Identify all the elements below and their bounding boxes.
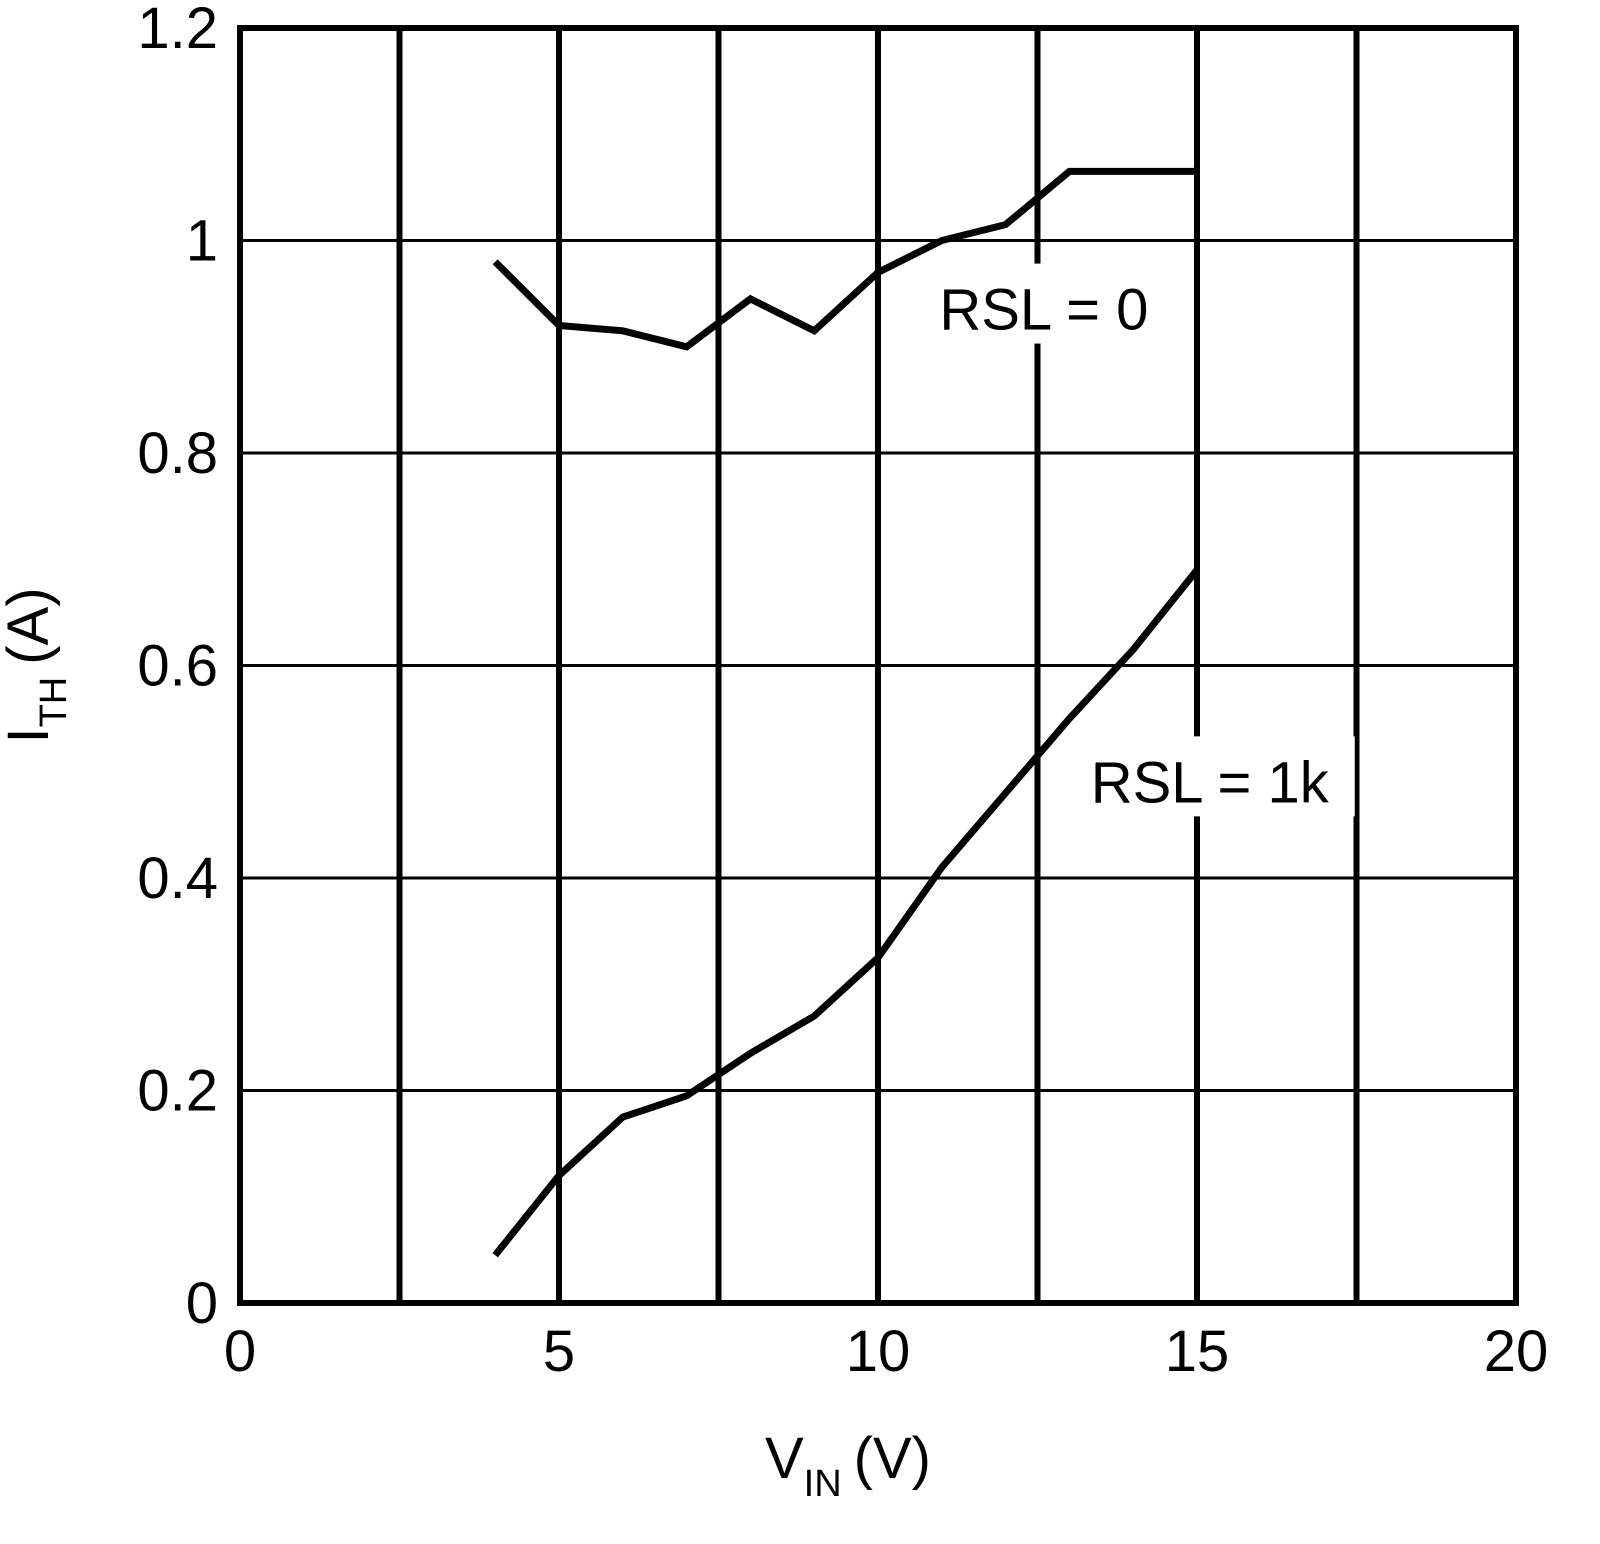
x-axis-label: VIN (V) bbox=[765, 1426, 931, 1505]
series-layer bbox=[492, 167, 1200, 1258]
plot-frame bbox=[237, 25, 1519, 1306]
series-line-rsl-0 bbox=[492, 167, 1197, 351]
x-tick-label: 0 bbox=[224, 1319, 256, 1384]
series-line-rsl-1k bbox=[492, 567, 1200, 1258]
x-tick-label: 5 bbox=[543, 1319, 575, 1384]
y-tick-label: 0.6 bbox=[137, 634, 218, 699]
annotation-background bbox=[1064, 736, 1355, 817]
y-axis-label-sub: TH bbox=[33, 677, 75, 728]
x-tick-label: 10 bbox=[846, 1319, 911, 1384]
y-axis-label-main: I bbox=[0, 727, 61, 743]
x-axis-label-sub: IN bbox=[804, 1463, 842, 1505]
annotation-rsl-0: RSL = 0 bbox=[939, 278, 1148, 343]
y-tick-label: 0.8 bbox=[137, 421, 218, 486]
y-tick-label: 0.4 bbox=[137, 846, 218, 911]
x-tick-label: 15 bbox=[1165, 1319, 1230, 1384]
annotation-rsl-1k: RSL = 1k bbox=[1091, 750, 1330, 815]
annotation-layer: RSL = 0 RSL = 1k bbox=[908, 263, 1355, 817]
y-tick-label: 0.2 bbox=[137, 1059, 218, 1124]
y-axis-label-unit: (A) bbox=[0, 587, 61, 664]
y-axis-label: ITH (A) bbox=[0, 587, 75, 743]
horizontal-gridlines bbox=[240, 239, 1516, 1092]
y-tick-label: 0 bbox=[186, 1271, 218, 1336]
x-tick-label: 20 bbox=[1484, 1319, 1549, 1384]
y-tick-labels: 0 0.2 0.4 0.6 0.8 1 1.2 bbox=[137, 0, 218, 1336]
y-tick-label: 1.2 bbox=[137, 0, 218, 61]
x-axis-label-main: V bbox=[765, 1426, 804, 1491]
y-tick-label: 1 bbox=[186, 209, 218, 274]
annotation-background bbox=[908, 263, 1179, 344]
x-tick-labels: 0 5 10 15 20 bbox=[224, 1319, 1548, 1384]
x-axis-label-unit: (V) bbox=[854, 1426, 931, 1491]
